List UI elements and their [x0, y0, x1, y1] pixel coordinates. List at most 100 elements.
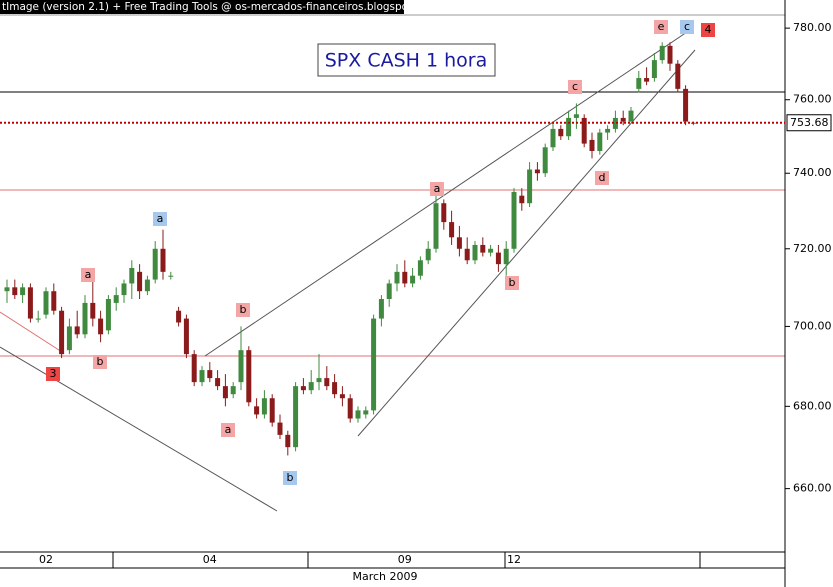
- candle-body: [425, 248, 431, 261]
- candle-body: [659, 45, 665, 61]
- candle-body: [464, 248, 470, 261]
- candle-body: [222, 386, 228, 399]
- candle-body: [176, 310, 182, 323]
- annotation: b: [97, 355, 104, 368]
- annotation-box: [568, 80, 582, 94]
- candle-body: [293, 386, 299, 448]
- candle-body: [683, 88, 689, 122]
- annotation-box: [221, 423, 235, 437]
- annotation: 4: [705, 23, 712, 36]
- annotation: b: [287, 471, 294, 484]
- candle-body: [160, 248, 166, 272]
- trend-line: [0, 311, 63, 353]
- candle-body: [199, 370, 205, 383]
- annotation-box: [654, 20, 668, 34]
- candle-body: [386, 283, 392, 299]
- candle-body: [269, 398, 275, 423]
- candle-body: [488, 248, 494, 253]
- candle-body: [441, 203, 447, 223]
- candle-body: [612, 117, 618, 129]
- annotation-box: [595, 171, 609, 185]
- candle-body: [417, 260, 423, 276]
- annotation-box: [701, 23, 715, 37]
- candle-body: [66, 326, 72, 351]
- title-box: [317, 43, 496, 77]
- annotation: 3: [50, 367, 57, 380]
- annotation: c: [684, 20, 690, 33]
- annotation-box: [430, 182, 444, 196]
- candle-body: [558, 128, 564, 137]
- candle-body: [402, 271, 408, 284]
- candle-body: [339, 394, 345, 399]
- candle-body: [394, 271, 400, 284]
- candle-body: [433, 203, 439, 249]
- candle-body: [332, 382, 338, 395]
- candle-body: [105, 298, 111, 331]
- annotation: c: [572, 80, 578, 93]
- candle-body: [137, 271, 143, 292]
- x-tick-label: 02: [39, 553, 53, 566]
- trend-line: [204, 29, 691, 357]
- candle-body: [113, 295, 119, 303]
- candle-body: [589, 139, 595, 151]
- candle-body: [566, 117, 572, 137]
- candle-body: [410, 275, 416, 284]
- y-tick-label: 760.00: [793, 93, 832, 106]
- candle-body: [238, 350, 244, 383]
- last-price-box: [786, 114, 832, 132]
- candle-body: [456, 237, 462, 249]
- candle-body: [35, 318, 41, 320]
- x-tick-label: 12: [507, 553, 521, 566]
- candle-body: [129, 267, 135, 284]
- annotation-box: [153, 212, 167, 226]
- candle-body: [277, 422, 283, 435]
- candle-body: [355, 410, 361, 419]
- last-price-label: 753.68: [790, 116, 829, 129]
- candle-body: [651, 60, 657, 79]
- candle-body: [644, 78, 650, 82]
- candle-body: [605, 128, 611, 133]
- month-label: March 2009: [352, 570, 417, 583]
- candle-body: [316, 378, 322, 383]
- candle-body: [300, 386, 306, 391]
- header: tImage (version 2.1) + Free Trading Tool…: [2, 1, 438, 13]
- candle-body: [254, 406, 260, 415]
- header-bg: [0, 0, 404, 14]
- candle-body: [215, 378, 221, 387]
- candle-body: [363, 410, 369, 415]
- candle-body: [371, 318, 377, 411]
- candle-body: [261, 398, 267, 415]
- candle-body: [285, 434, 291, 448]
- candle-body: [12, 287, 18, 296]
- candle-body: [51, 291, 57, 311]
- annotation-box: [81, 268, 95, 282]
- candle-body: [144, 279, 150, 292]
- candle-body: [675, 63, 681, 89]
- annotation: b: [509, 276, 516, 289]
- candle-body: [207, 370, 213, 379]
- trend-line: [357, 49, 696, 437]
- annotation: d: [599, 171, 606, 184]
- annotation: a: [225, 423, 232, 436]
- candle-body: [495, 252, 501, 265]
- candle-body: [667, 45, 673, 64]
- candle-body: [74, 326, 80, 335]
- candle-body: [4, 287, 10, 292]
- candle-body: [98, 318, 104, 335]
- candle-body: [246, 350, 252, 403]
- candle-body: [324, 378, 330, 387]
- candle-body: [511, 191, 517, 249]
- candle-body: [636, 78, 642, 89]
- annotation: a: [157, 212, 164, 225]
- annotation: a: [434, 182, 441, 195]
- y-tick-label: 740.00: [793, 166, 832, 179]
- x-tick-label: 04: [203, 553, 217, 566]
- candle-body: [230, 386, 236, 395]
- y-tick-label: 660.00: [793, 482, 832, 495]
- candle-body: [503, 248, 509, 265]
- candle-body: [573, 114, 579, 118]
- candle-body: [152, 248, 158, 280]
- candle-body: [20, 287, 26, 296]
